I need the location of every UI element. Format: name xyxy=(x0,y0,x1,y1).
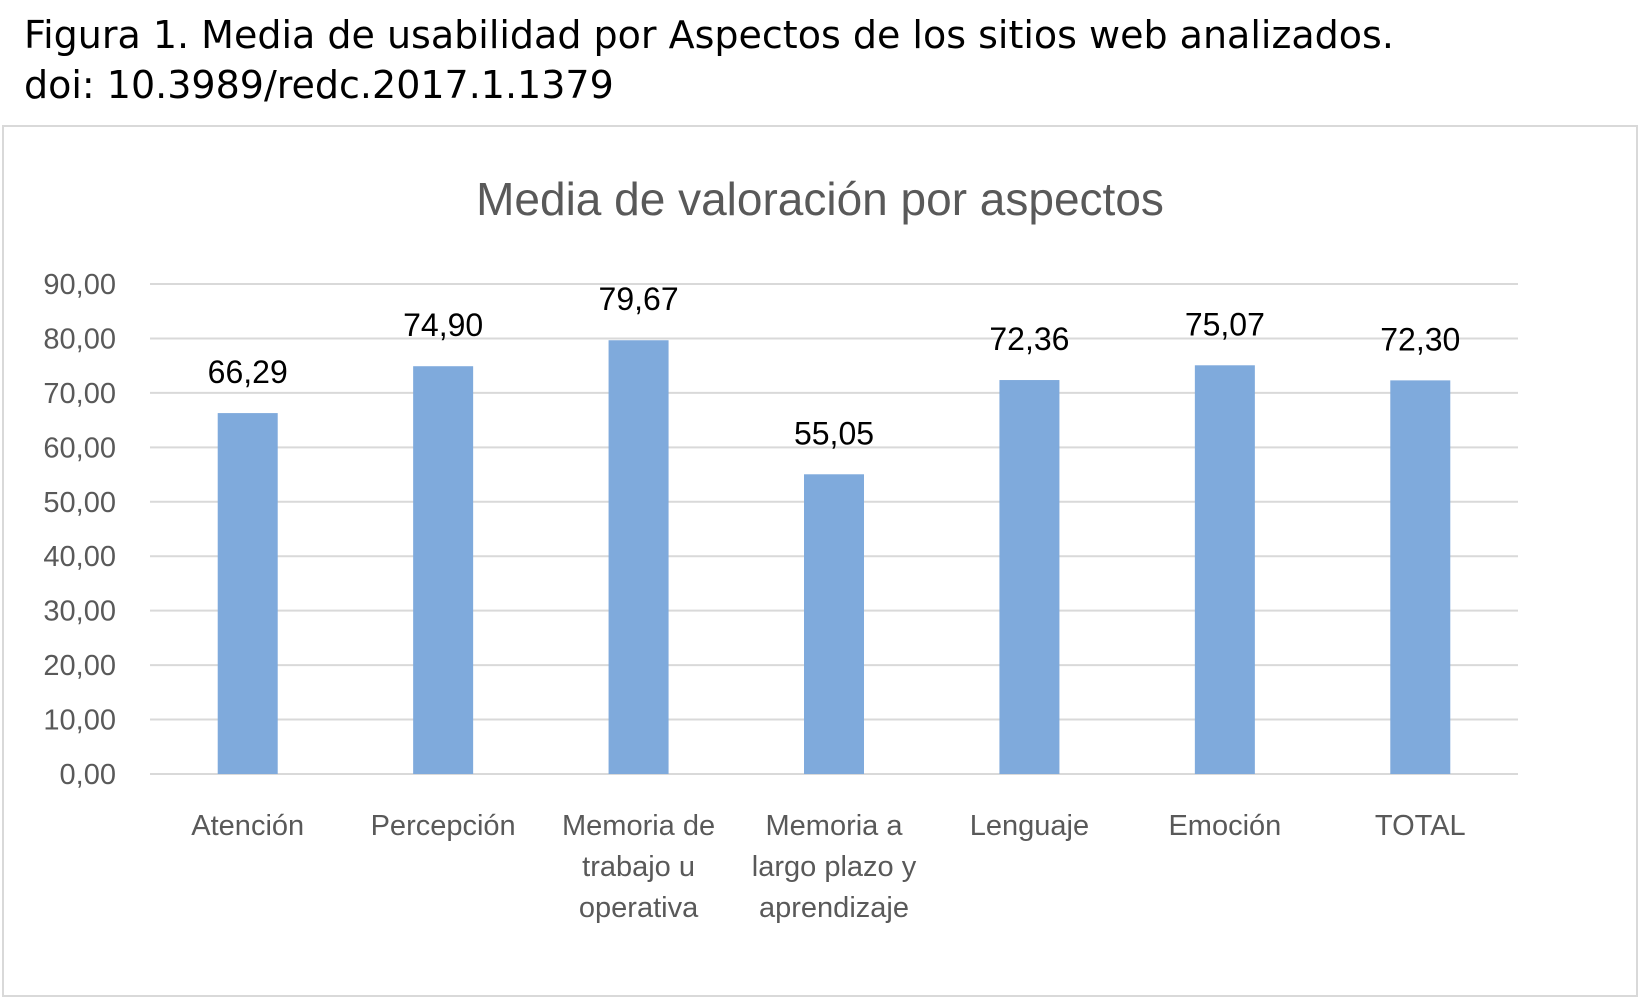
y-tick-label: 0,00 xyxy=(60,759,116,791)
data-label: 79,67 xyxy=(599,281,679,317)
x-axis-categories: Atención Percepción Memoria de trabajo u ope… xyxy=(191,810,1465,924)
chart-title: Media de valoración por aspectos xyxy=(476,173,1164,225)
category-label: Lenguaje xyxy=(970,810,1089,842)
caption-line-1: Figura 1. Media de usabilidad por Aspect… xyxy=(24,13,1394,57)
y-tick-label: 90,00 xyxy=(43,269,116,301)
data-label: 75,07 xyxy=(1185,306,1265,342)
y-tick-label: 70,00 xyxy=(43,378,116,410)
y-tick-label: 40,00 xyxy=(43,541,116,573)
y-tick-label: 60,00 xyxy=(43,432,116,464)
category-label: Atención xyxy=(191,810,304,842)
data-label: 66,29 xyxy=(208,354,288,390)
y-tick-label: 80,00 xyxy=(43,323,116,355)
chart-frame: Media de valoración por aspectos 0,00 10,… xyxy=(2,125,1638,997)
y-axis-ticks: 0,00 10,00 20,00 30,00 40,00 50,00 60,00 70,00 8… xyxy=(43,269,116,791)
figure-caption: Figura 1. Media de usabilidad por Aspect… xyxy=(24,10,1624,110)
bar xyxy=(999,380,1060,774)
category-label: Emoción xyxy=(1168,810,1281,842)
bars xyxy=(217,340,1451,774)
category-label: Memoria de trabajo u operativa xyxy=(562,810,715,924)
y-tick-label: 20,00 xyxy=(43,650,116,682)
bar xyxy=(1194,365,1255,774)
data-labels: 66,29 74,90 79,67 55,05 72,36 75,07 72,30 xyxy=(208,281,1461,451)
caption-line-2: doi: 10.3989/redc.2017.1.1379 xyxy=(24,63,614,107)
data-label: 55,05 xyxy=(794,415,874,451)
y-tick-label: 30,00 xyxy=(43,596,116,628)
bar xyxy=(1390,380,1451,774)
data-label: 72,30 xyxy=(1380,321,1460,357)
bar xyxy=(413,366,474,774)
data-label: 74,90 xyxy=(403,307,483,343)
bar xyxy=(804,474,864,774)
bar-chart: Media de valoración por aspectos 0,00 10,… xyxy=(43,173,1518,924)
bar xyxy=(608,340,669,774)
category-label: TOTAL xyxy=(1375,810,1466,842)
data-label: 72,36 xyxy=(989,321,1069,357)
bar xyxy=(217,413,278,774)
category-label: Percepción xyxy=(371,810,516,842)
y-tick-label: 50,00 xyxy=(43,487,116,519)
category-label: Memoria a largo plazo y aprendizaje xyxy=(752,810,917,924)
y-tick-label: 10,00 xyxy=(43,705,116,737)
